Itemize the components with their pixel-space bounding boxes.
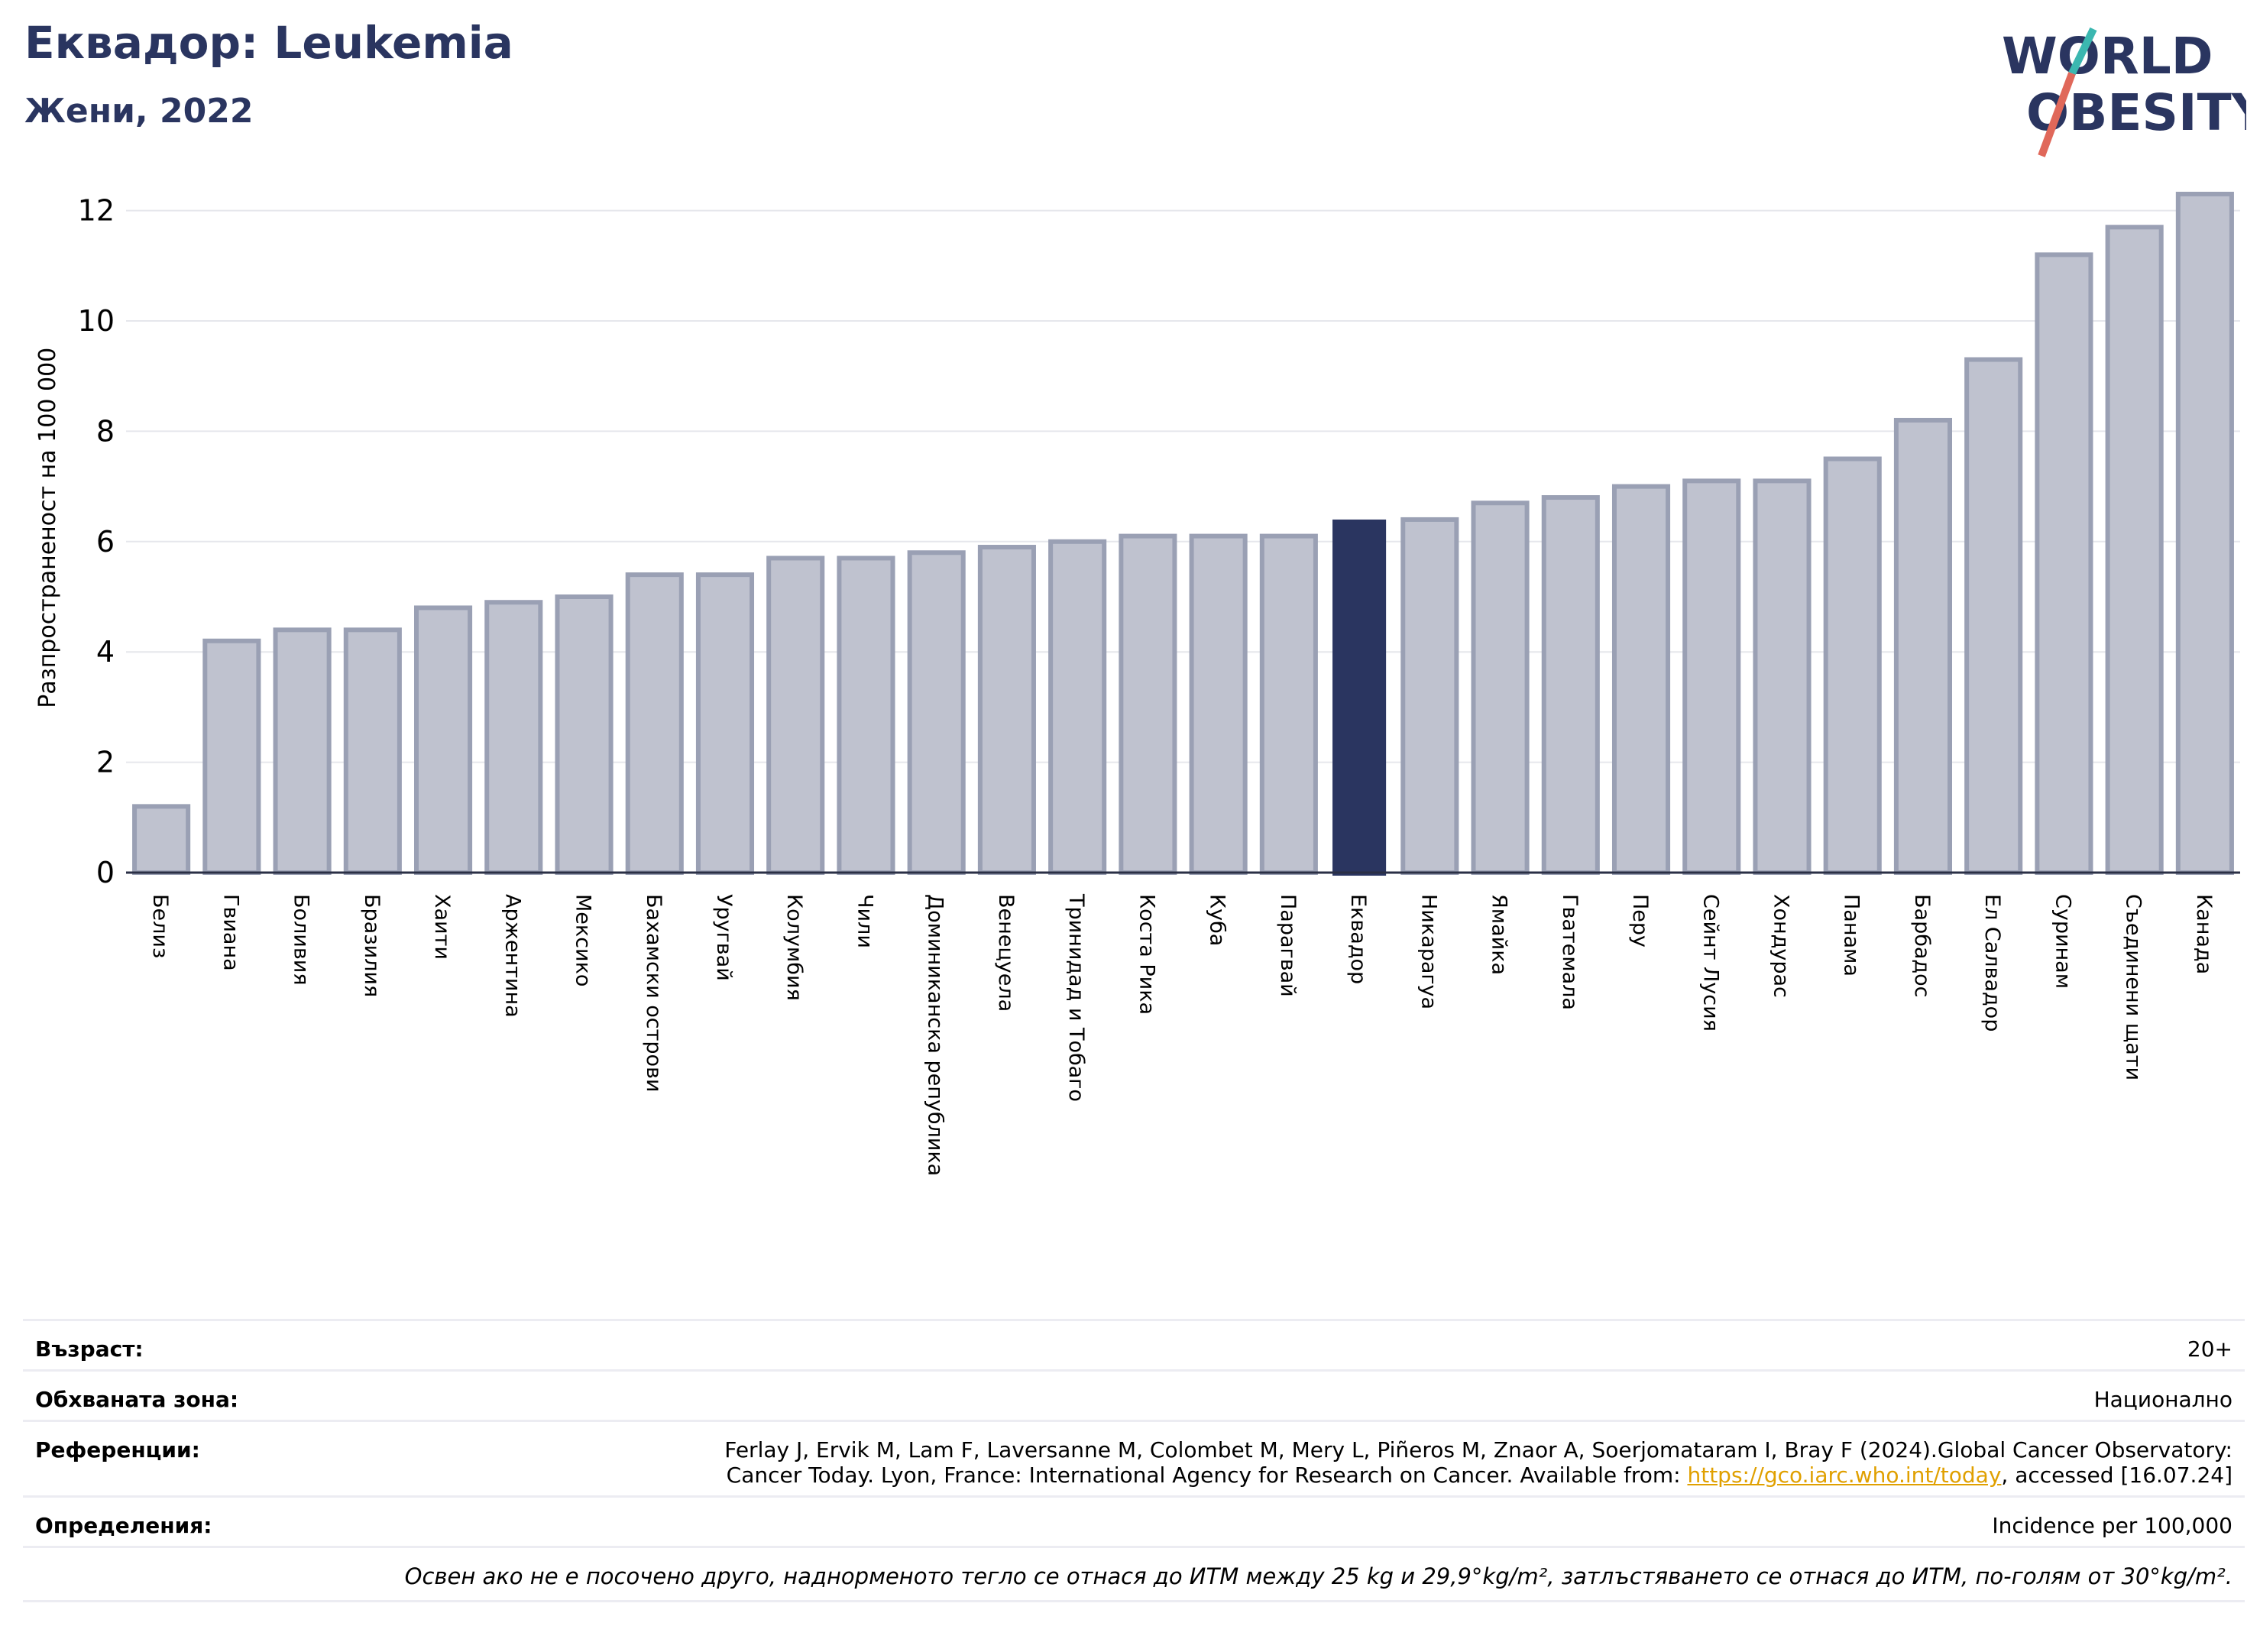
x-category-label: Бразилия <box>360 894 384 997</box>
bar <box>343 627 402 875</box>
x-category-label: Хаити <box>430 894 454 960</box>
references-line-2: Cancer Today. Lyon, France: Internationa… <box>329 1463 2232 1488</box>
x-category-label: Канада <box>2192 894 2216 974</box>
bar <box>555 594 614 875</box>
bar <box>766 556 825 876</box>
bar <box>625 572 684 875</box>
bar <box>1823 456 1882 875</box>
x-category-label: Сейнт Лусия <box>1698 894 1722 1032</box>
bar-highlighted <box>1332 519 1387 876</box>
bar <box>1893 417 1952 875</box>
x-category-label: Колумбия <box>782 894 806 1001</box>
x-category-label: Бахамски острови <box>642 894 665 1092</box>
y-tick-label: 12 <box>78 194 115 228</box>
x-category-label: Ямайка <box>1488 894 1511 975</box>
bar <box>484 600 543 875</box>
bar <box>132 804 191 875</box>
bar <box>1119 533 1177 876</box>
x-category-label: Венецуела <box>994 894 1018 1012</box>
bar <box>1471 500 1530 875</box>
x-category-label: Мексико <box>571 894 595 986</box>
bar <box>977 545 1036 876</box>
info-row-coverage: Обхваната зона: Национално <box>23 1369 2245 1420</box>
age-label: Възраст: <box>35 1336 144 1362</box>
references-text-after: , accessed [16.07.24] <box>2001 1463 2232 1488</box>
references-label: Референции: <box>35 1437 200 1463</box>
x-category-label: Уругвай <box>712 894 736 981</box>
x-category-label: Доминиканска република <box>924 894 947 1176</box>
bar <box>1611 484 1671 875</box>
x-category-label: Боливия <box>290 894 313 986</box>
bars <box>132 191 2234 876</box>
y-axis-ticks: 0 2 4 6 8 10 12 <box>78 194 115 889</box>
y-tick-label: 10 <box>78 304 115 338</box>
coverage-value: Национално <box>2093 1387 2232 1412</box>
bar <box>1964 357 2023 876</box>
bar <box>1541 495 1600 875</box>
x-category-label: Парагвай <box>1276 894 1300 997</box>
coverage-label: Обхваната зона: <box>35 1387 239 1412</box>
y-tick-label: 8 <box>96 414 115 448</box>
y-tick-label: 6 <box>96 525 115 559</box>
age-value: 20+ <box>2187 1336 2232 1362</box>
page-title: Еквадор: Leukemia <box>24 17 513 69</box>
bar <box>837 556 895 876</box>
x-category-label: Перу <box>1628 894 1652 947</box>
x-category-label: Никарагуа <box>1417 894 1440 1009</box>
x-category-label: Белиз <box>148 894 172 958</box>
info-row-definitions: Определения: Incidence per 100,000 <box>23 1495 2245 1546</box>
info-row-references: Референции: Ferlay J, Ervik M, Lam F, La… <box>23 1420 2245 1495</box>
bar <box>1400 517 1459 875</box>
definitions-label: Определения: <box>35 1513 212 1538</box>
x-category-label: Тринидад и Тобаго <box>1064 893 1088 1102</box>
logo-slash-red-icon <box>2038 72 2076 157</box>
page-subtitle: Жени, 2022 <box>24 92 254 131</box>
references-link[interactable]: https://gco.iarc.who.int/today <box>1687 1463 2002 1488</box>
bar <box>1189 533 1248 876</box>
bar <box>414 605 473 875</box>
bar-chart: 0 2 4 6 8 10 12 Белиз Гвиана Боливия Бразилия Хаит… <box>34 191 2240 1176</box>
world-obesity-logo: WORLD OBESITY <box>2002 27 2246 157</box>
references-line-1: Ferlay J, Ervik M, Lam F, Laversanne M, … <box>724 1437 2232 1463</box>
bar <box>1259 533 1318 876</box>
bar <box>2175 191 2234 875</box>
y-tick-label: 2 <box>96 746 115 779</box>
bar <box>695 572 755 875</box>
x-category-label: Суринам <box>2051 894 2074 989</box>
x-category-label: Гвиана <box>219 894 242 971</box>
category-labels: Белиз Гвиана Боливия Бразилия Хаити Аржентина… <box>148 893 2216 1176</box>
y-tick-label: 4 <box>96 635 115 669</box>
info-row-note: Освен ако не е посочено друго, наднормен… <box>23 1546 2245 1602</box>
bar <box>273 627 332 875</box>
x-category-label: Гватемала <box>1558 894 1582 1010</box>
x-category-label: Чили <box>853 894 876 948</box>
info-table: Възраст: 20+ Обхваната зона: Национално … <box>23 1319 2245 1602</box>
x-category-label: Хондурас <box>1769 894 1792 998</box>
x-category-label: Съединени щати <box>2122 894 2145 1080</box>
gridlines <box>126 209 2240 763</box>
x-category-label: Куба <box>1206 894 1229 946</box>
bar <box>1753 478 1812 875</box>
bar <box>2105 225 2164 875</box>
x-category-label: Барбадос <box>1910 894 1934 997</box>
bar <box>1682 478 1741 875</box>
x-category-label: Ел Салвадор <box>1980 894 2004 1032</box>
bar <box>2035 252 2093 875</box>
y-tick-label: 0 <box>96 856 115 889</box>
bar <box>1048 539 1107 875</box>
references-text-before: Cancer Today. Lyon, France: Internationa… <box>726 1463 1688 1488</box>
x-category-label: Коста Рика <box>1135 894 1158 1015</box>
bar <box>202 638 261 875</box>
x-category-label: Панама <box>1840 894 1863 977</box>
y-axis-label: Разпространеност на 100 000 <box>34 348 61 708</box>
info-row-age: Възраст: 20+ <box>23 1319 2245 1369</box>
logo-word-world: WORLD <box>2002 27 2213 86</box>
bar <box>907 550 966 875</box>
references-value: Ferlay J, Ervik M, Lam F, Laversanne M, … <box>23 1422 2245 1495</box>
x-category-label: Еквадор <box>1346 894 1370 984</box>
x-category-label: Аржентина <box>500 894 524 1018</box>
footnote: Освен ако не е посочено друго, наднормен… <box>404 1563 2232 1589</box>
logo-slash-teal-icon <box>2068 27 2097 76</box>
definitions-value: Incidence per 100,000 <box>1992 1513 2232 1538</box>
